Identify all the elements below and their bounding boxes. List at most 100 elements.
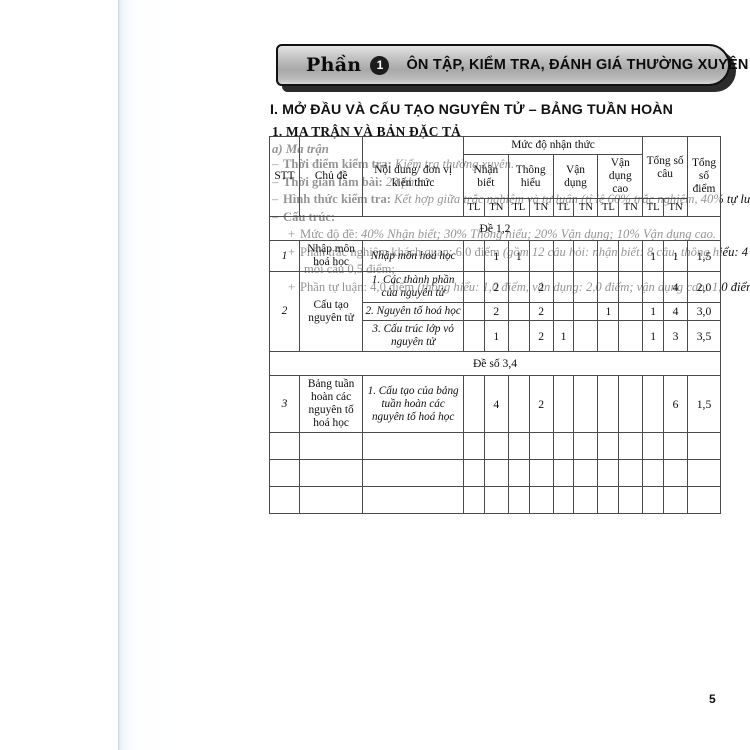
cell-empty <box>663 486 688 514</box>
cell-empty <box>362 459 464 487</box>
cell-empty <box>597 432 620 460</box>
cell-content: 2. Nguyên tố hoá học <box>362 302 464 321</box>
header-vdc-tl: TL <box>597 198 620 217</box>
cell-th-tn: 2 <box>528 375 554 433</box>
cell-stt: 1 <box>269 240 300 272</box>
cell-empty <box>573 459 599 487</box>
header-th-tn: TN <box>528 198 554 217</box>
cell-th-tl: 1 <box>507 240 530 272</box>
cell-empty <box>528 459 554 487</box>
header-level-van-dung-cao: Vận dụng cao <box>597 154 644 199</box>
cell-nb-tl <box>462 271 485 303</box>
cell-empty <box>462 459 485 487</box>
cell-vdc-tl <box>597 375 620 433</box>
cell-empty <box>483 486 509 514</box>
cell-empty <box>642 459 665 487</box>
cell-empty <box>687 486 721 514</box>
cell-vd-tn <box>573 240 599 272</box>
table-section-row: Đề số 3,4 <box>269 351 721 376</box>
page-content: Phần 1 ÔN TẬP, KIỂM TRA, ĐÁNH GIÁ THƯỜNG… <box>266 0 750 750</box>
cell-nb-tn: 1 <box>483 240 509 272</box>
table-row: 2. Nguyên tố hoá học 2 2 1 1 4 3,0 <box>270 302 721 321</box>
cell-tong-tl: 1 <box>642 320 665 352</box>
cell-tong-tn: 4 <box>663 302 688 321</box>
cell-th-tl <box>507 320 530 352</box>
cell-tong-tl: 1 <box>642 240 665 272</box>
cell-empty <box>552 432 575 460</box>
cell-empty <box>462 486 485 514</box>
cell-tong-so-diem: 3,5 <box>687 320 721 352</box>
cell-empty <box>298 459 364 487</box>
table-row: 1 Nhập môn hoá học Nhập môn hoá học 1 1 1 1 1,5 <box>269 240 721 272</box>
cell-nb-tl <box>462 320 485 352</box>
header-chu-de: Chủ đề <box>298 136 364 217</box>
header-vd-tn: TN <box>573 198 599 217</box>
page-title: I. MỞ ĐẦU VÀ CẤU TẠO NGUYÊN TỬ – BẢNG TU… <box>270 102 673 118</box>
table-row: 3 Bảng tuần hoàn các nguyên tố hoá học 1. … <box>269 375 721 433</box>
cell-th-tl <box>507 302 530 321</box>
cell-empty <box>597 459 620 487</box>
cell-nb-tl <box>462 302 485 321</box>
subsection-title: 1. MA TRẬN VÀ BẢN ĐẶC TẢ <box>272 124 461 139</box>
cell-nb-tn: 1 <box>483 320 509 352</box>
cell-tong-so-diem: 1,5 <box>687 240 721 272</box>
cell-tong-tl <box>642 271 665 303</box>
cell-content: 1. Cấu tạo của bảng tuần hoàn các nguyên… <box>362 375 464 433</box>
cell-content: Nhập môn hoá học <box>362 240 464 272</box>
banner-body: Phần 1 ÔN TẬP, KIỂM TRA, ĐÁNH GIÁ THƯỜNG… <box>276 44 748 86</box>
cell-vd-tl <box>552 240 575 272</box>
cell-nb-tl <box>462 240 485 272</box>
table-row-empty <box>269 432 721 460</box>
cell-empty <box>618 459 644 487</box>
cell-stt: 3 <box>269 375 300 433</box>
table-header-row-3: TL TN TL TN TL TN TL TN TL TN <box>270 198 721 217</box>
cell-vd-tn <box>573 302 599 321</box>
cell-empty <box>528 432 554 460</box>
cell-vd-tn <box>573 271 599 303</box>
cell-th-tn: 2 <box>528 271 554 303</box>
header-tong-tl: TL <box>642 198 665 217</box>
matrix-table-wrap: STT Chủ đề Nội dung/ đơn vị kiến thức Mứ… <box>269 136 721 514</box>
cell-th-tn <box>528 240 554 272</box>
cell-tong-tl <box>642 375 665 433</box>
cell-vd-tl: 1 <box>552 320 575 352</box>
cell-empty <box>642 486 665 514</box>
cell-tong-tn: 4 <box>663 271 688 303</box>
cell-th-tn: 2 <box>528 302 554 321</box>
banner-inner: Phần 1 ÔN TẬP, KIỂM TRA, ĐÁNH GIÁ THƯỜNG… <box>278 54 749 76</box>
header-th-tl: TL <box>507 198 530 217</box>
cell-empty <box>483 432 509 460</box>
cell-tong-so-diem: 3,0 <box>687 302 721 321</box>
cell-vd-tl <box>552 302 575 321</box>
banner-part-word: Phần <box>306 54 362 76</box>
cell-vd-tn <box>573 375 599 433</box>
table-row: 3. Cấu trúc lớp vỏ nguyên tử 1 2 1 1 3 3,5 <box>270 320 721 352</box>
table-row: 2 Cấu tạo nguyên tử 1. Các thành phần của … <box>269 271 721 352</box>
cell-th-tl <box>507 271 530 303</box>
table-section-title: Đề số 3,4 <box>269 351 721 376</box>
cell-empty <box>573 486 599 514</box>
part-banner: Phần 1 ÔN TẬP, KIỂM TRA, ĐÁNH GIÁ THƯỜNG… <box>276 44 748 92</box>
cell-tong-so-diem: 2,0 <box>687 271 721 303</box>
header-noi-dung: Nội dung/ đơn vị kiến thức <box>362 136 464 217</box>
header-vd-tl: TL <box>552 198 575 217</box>
cell-empty <box>269 486 300 514</box>
header-tong-so-diem: Tổng số điểm <box>687 136 721 217</box>
cell-content: 3. Cấu trúc lớp vỏ nguyên tử <box>362 320 464 352</box>
cell-tong-so-diem: 1,5 <box>687 375 721 433</box>
cell-empty <box>528 486 554 514</box>
cell-subject: Cấu tạo nguyên tử <box>298 271 364 352</box>
cell-tong-tn: 6 <box>663 375 688 433</box>
cell-subject: Bảng tuần hoàn các nguyên tố hoá học <box>298 375 364 433</box>
table-header-row-2: Nhận biết Thông hiểu Vận dụng Vận dụng c… <box>270 154 721 199</box>
cell-vdc-tl <box>597 240 620 272</box>
header-vdc-tn: TN <box>618 198 644 217</box>
cell-tong-tn: 1 <box>663 240 688 272</box>
cell-vdc-tn <box>618 375 644 433</box>
cell-vdc-tn <box>618 240 644 272</box>
header-level-van-dung: Vận dụng <box>552 154 599 199</box>
cell-vdc-tl <box>597 271 620 303</box>
book-page-sheet: Phần 1 ÔN TẬP, KIỂM TRA, ĐÁNH GIÁ THƯỜNG… <box>118 0 750 750</box>
cell-empty <box>298 432 364 460</box>
cell-empty <box>269 432 300 460</box>
